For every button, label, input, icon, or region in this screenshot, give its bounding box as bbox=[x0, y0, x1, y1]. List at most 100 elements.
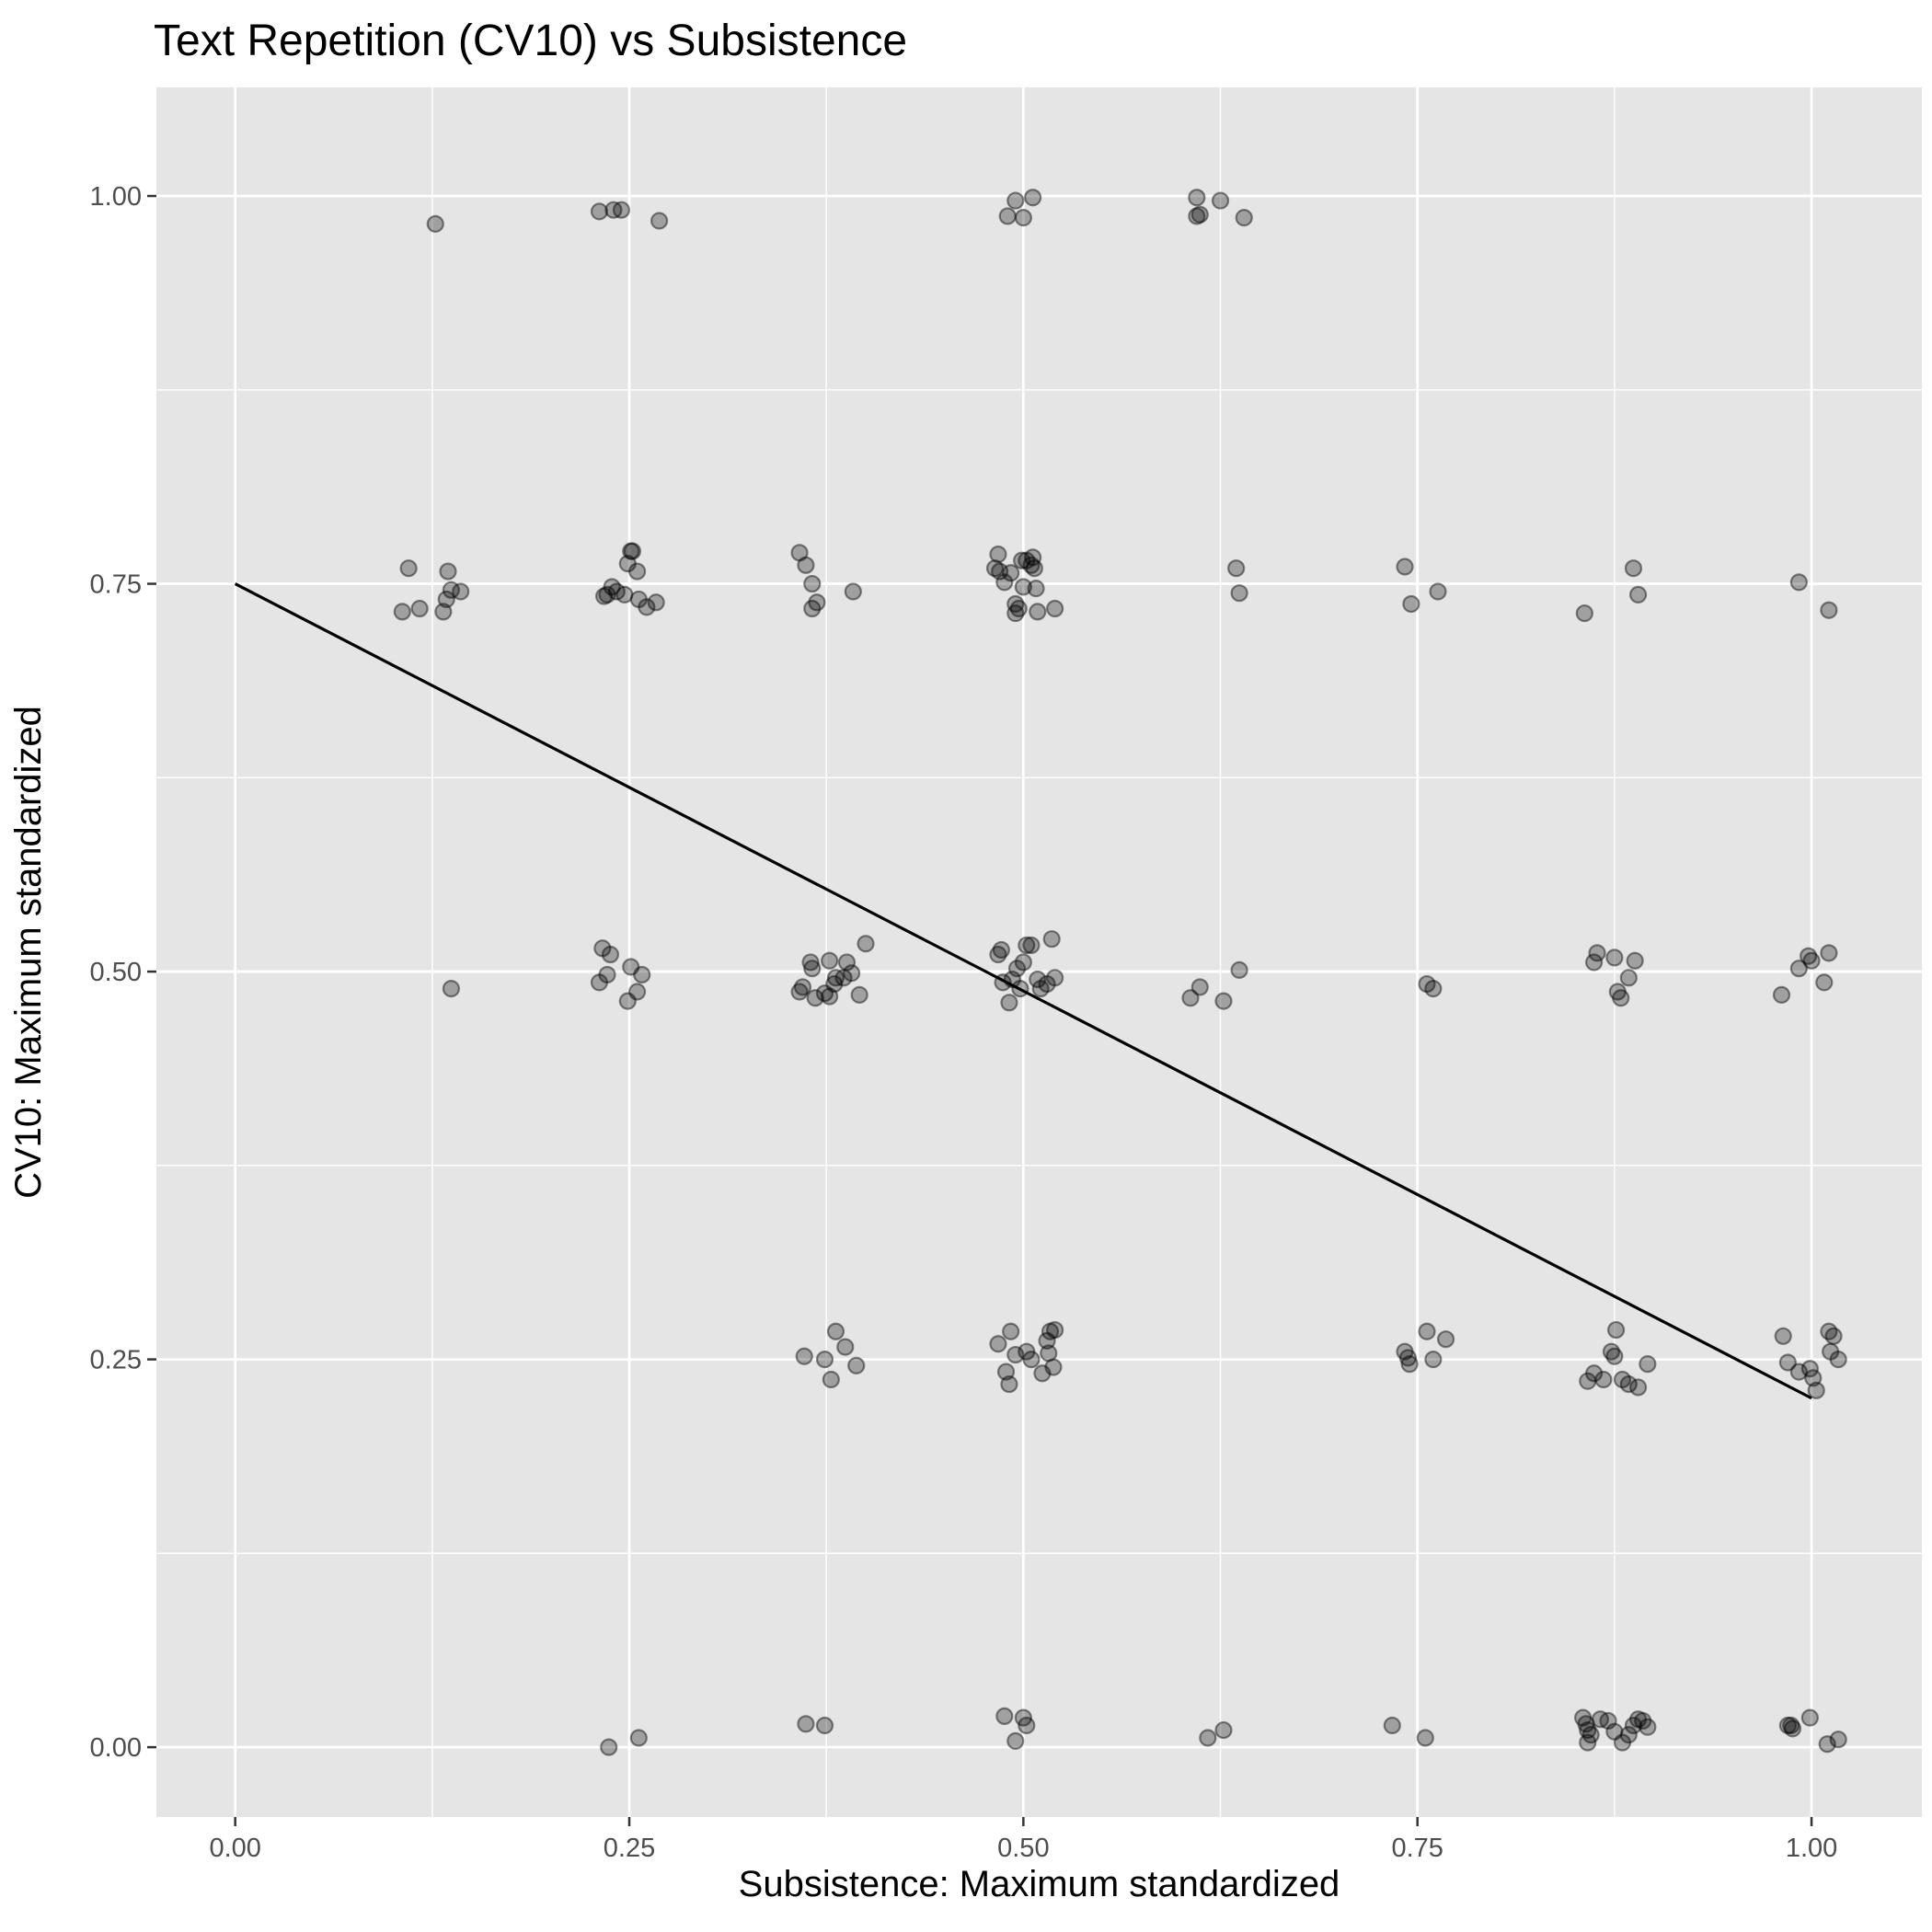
data-point bbox=[622, 958, 640, 976]
data-point bbox=[638, 598, 656, 616]
data-point bbox=[1626, 951, 1644, 970]
data-point bbox=[1628, 1378, 1648, 1397]
data-point bbox=[1772, 985, 1791, 1004]
data-point bbox=[1418, 1322, 1436, 1340]
y-tick-label: 0.00 bbox=[90, 1733, 142, 1763]
data-point bbox=[1783, 1719, 1802, 1738]
data-point bbox=[996, 1363, 1016, 1381]
data-point bbox=[1577, 1715, 1595, 1733]
data-point bbox=[1214, 1720, 1233, 1740]
data-point bbox=[618, 992, 637, 1010]
data-point bbox=[1014, 953, 1032, 972]
data-point bbox=[1040, 1344, 1058, 1363]
data-point bbox=[1802, 951, 1821, 970]
data-point bbox=[801, 953, 820, 972]
data-point bbox=[1612, 989, 1630, 1007]
data-point bbox=[1820, 1322, 1838, 1340]
data-point bbox=[393, 603, 411, 621]
data-point bbox=[595, 587, 614, 605]
data-point bbox=[1014, 209, 1032, 227]
data-point bbox=[1416, 1729, 1434, 1747]
minor-gridlines bbox=[156, 87, 1922, 1817]
data-point bbox=[1800, 1360, 1819, 1378]
data-point bbox=[1188, 207, 1206, 225]
fit-line bbox=[234, 582, 1812, 1400]
data-point bbox=[991, 562, 1009, 581]
x-tick-label: 0.25 bbox=[604, 1834, 655, 1863]
data-point bbox=[1605, 1347, 1624, 1365]
data-point bbox=[1594, 1370, 1613, 1389]
data-point bbox=[627, 562, 647, 581]
data-point bbox=[622, 542, 640, 560]
data-point bbox=[439, 562, 457, 581]
data-point bbox=[1199, 1729, 1217, 1747]
data-point bbox=[1188, 189, 1206, 207]
data-point bbox=[1181, 989, 1200, 1007]
data-point bbox=[1007, 960, 1027, 978]
data-point bbox=[1574, 1708, 1593, 1727]
data-point bbox=[1607, 1320, 1626, 1340]
data-point bbox=[1789, 573, 1808, 592]
data-point bbox=[803, 599, 822, 618]
data-point bbox=[1396, 558, 1414, 576]
data-point bbox=[1579, 1733, 1597, 1752]
data-point bbox=[1789, 960, 1808, 978]
data-point bbox=[1402, 594, 1420, 614]
major-gridlines bbox=[156, 87, 1922, 1817]
data-point bbox=[1042, 930, 1061, 949]
data-point bbox=[1006, 191, 1025, 210]
data-point bbox=[1778, 1716, 1797, 1735]
data-point bbox=[1608, 983, 1627, 1001]
data-point bbox=[1018, 551, 1036, 569]
data-point bbox=[1591, 1710, 1610, 1729]
data-point bbox=[1628, 585, 1648, 604]
data-point bbox=[1024, 548, 1042, 567]
data-point bbox=[1006, 594, 1025, 614]
data-point bbox=[1820, 601, 1838, 619]
data-point bbox=[1006, 1345, 1025, 1364]
data-point bbox=[1006, 1731, 1025, 1750]
data-point bbox=[1211, 191, 1230, 210]
data-point bbox=[1396, 1342, 1414, 1361]
data-point bbox=[995, 573, 1014, 592]
data-point bbox=[1398, 1349, 1418, 1367]
y-tick-label: 1.00 bbox=[90, 182, 142, 212]
data-point bbox=[1025, 559, 1043, 578]
data-point bbox=[629, 590, 648, 609]
data-point bbox=[1588, 944, 1606, 962]
data-point bbox=[399, 559, 418, 578]
data-point bbox=[442, 980, 461, 998]
data-point bbox=[815, 1351, 834, 1369]
y-tick-label: 0.75 bbox=[90, 570, 142, 600]
data-point bbox=[452, 582, 470, 601]
data-point bbox=[1829, 1731, 1847, 1749]
data-point bbox=[1014, 1708, 1032, 1727]
data-point bbox=[1027, 580, 1045, 598]
data-point bbox=[410, 599, 429, 618]
data-point bbox=[1038, 1331, 1056, 1350]
data-point bbox=[826, 969, 845, 987]
data-point bbox=[1046, 599, 1064, 618]
data-point bbox=[1822, 1342, 1840, 1361]
y-tick-label: 0.50 bbox=[90, 958, 142, 987]
data-point bbox=[1029, 970, 1047, 989]
data-point bbox=[426, 214, 444, 233]
data-point bbox=[629, 1729, 648, 1747]
data-point bbox=[1628, 1710, 1648, 1729]
data-point bbox=[844, 582, 862, 601]
y-axis-tick-labels: 0.00 0.25 0.50 0.75 1.00 bbox=[90, 182, 142, 1763]
x-tick-label: 0.50 bbox=[997, 1834, 1049, 1863]
data-point bbox=[1602, 1342, 1621, 1361]
data-point bbox=[1230, 584, 1248, 603]
axis-ticks bbox=[147, 194, 1813, 1826]
data-point bbox=[1575, 604, 1593, 623]
data-point bbox=[1599, 1711, 1617, 1731]
data-point bbox=[1383, 1716, 1401, 1735]
data-point bbox=[607, 582, 626, 601]
data-point bbox=[1613, 1370, 1632, 1389]
data-point bbox=[797, 556, 815, 574]
data-point bbox=[618, 555, 637, 573]
data-point bbox=[1044, 1358, 1063, 1376]
data-point bbox=[1634, 1711, 1652, 1731]
